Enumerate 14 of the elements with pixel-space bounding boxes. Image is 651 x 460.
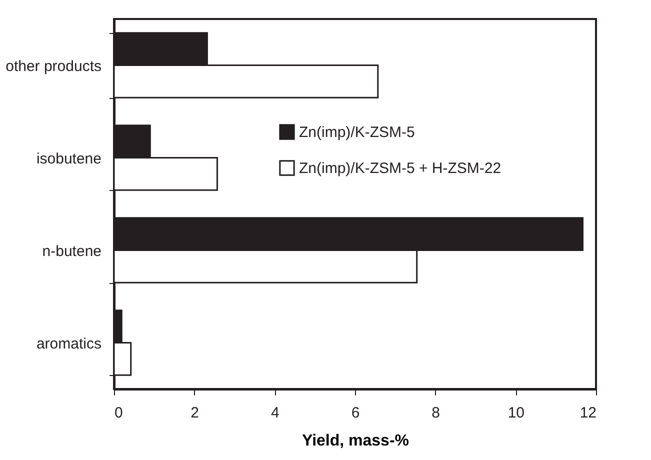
legend-label: Zn(imp)/K-ZSM-5 + H-ZSM-22 [299, 160, 502, 177]
x-tick-label: 10 [508, 404, 525, 422]
x-tick-label: 4 [270, 404, 280, 422]
x-tick-label: 2 [190, 404, 200, 422]
x-tick-label: 12 [580, 404, 596, 422]
x-tick-label: 8 [432, 404, 440, 422]
y-tick-label: aromatics [36, 335, 102, 352]
y-tick-label: other products [6, 58, 102, 75]
y-tick-label: n-butene [42, 242, 102, 260]
x-tick-label: 6 [351, 404, 360, 422]
legend-label: Zn(imp)/K-ZSM-5 [299, 124, 415, 141]
x-axis-title: Yield, mass-% [302, 432, 410, 450]
x-tick-label: 0 [114, 404, 123, 422]
y-tick-label: isobutene [36, 150, 102, 168]
